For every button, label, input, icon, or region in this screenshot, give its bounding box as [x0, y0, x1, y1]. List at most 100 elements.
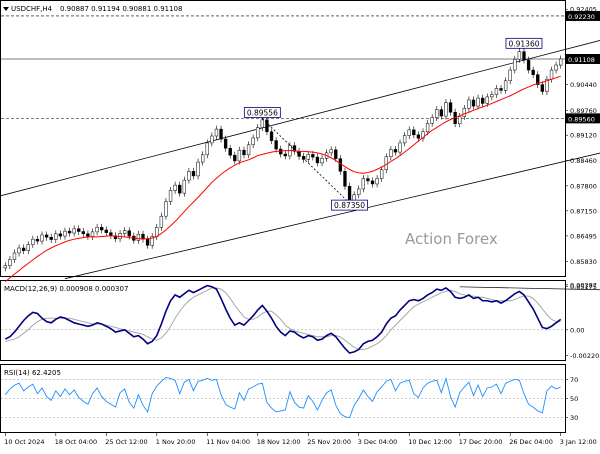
time-tick-label: 3 Jan 12:00 [560, 438, 597, 446]
candle-body [458, 116, 462, 124]
macd-tick-label: 0.00 [570, 326, 584, 334]
candle-body [476, 97, 480, 107]
time-tick-label: 18 Nov 12:00 [257, 438, 301, 446]
candle-body [159, 215, 164, 228]
candle-body [540, 84, 545, 92]
candle-body [214, 128, 219, 137]
candle-body [471, 99, 476, 107]
candle-body [219, 128, 223, 140]
candle-body [100, 227, 104, 231]
candle-body [425, 123, 430, 133]
candle-body [485, 96, 489, 104]
candle-body [448, 102, 453, 113]
candle-body [389, 149, 393, 157]
macd-layer: 0.00387 0.00 -0.002201 [1, 281, 600, 360]
time-tick-label: 17 Dec 20:00 [459, 438, 503, 446]
candle-body [536, 74, 540, 85]
moving-average-line [4, 75, 561, 283]
candle-body [155, 227, 159, 237]
candle-body [357, 188, 361, 195]
candle-body [44, 234, 49, 238]
macd-main-line [4, 284, 562, 354]
candle-body [329, 149, 333, 154]
candle-body [480, 97, 485, 104]
candle-body [164, 201, 168, 217]
candle-body [508, 69, 512, 82]
chart-header: USDCHF,H4 0.90887 0.91194 0.90881 0.9110… [3, 5, 182, 13]
candle-body [338, 158, 343, 172]
candle-body [196, 161, 200, 177]
candle-body [49, 237, 53, 240]
candle-body [283, 153, 287, 157]
price-tick-label: 0.86495 [570, 232, 597, 240]
candle-body [12, 252, 17, 260]
candle-body [517, 51, 522, 60]
candle-body [251, 137, 255, 146]
symbol-dropdown-icon[interactable] [3, 7, 9, 11]
price-tick-label: 0.87150 [570, 207, 597, 215]
candle-body [444, 102, 448, 117]
candle-body [347, 186, 352, 202]
price-level-tag [566, 10, 600, 21]
candle-body [168, 190, 173, 202]
candle-body [503, 80, 508, 91]
ohlc-label: 0.90887 0.91194 0.90881 0.91108 [60, 5, 182, 13]
candle-body [526, 59, 531, 71]
axis-layer: 0.924050.922300.911080.904400.897600.895… [4, 6, 600, 446]
price-tick-label: 0.92405 [570, 6, 597, 14]
candle-body [17, 247, 21, 254]
candle-body [191, 171, 196, 177]
candle-body [67, 230, 72, 234]
candle-body [31, 238, 35, 245]
rsi-line [4, 376, 561, 419]
channel-lower-line [64, 152, 600, 280]
price-level-tag [566, 53, 600, 64]
candle-body [246, 144, 251, 156]
candle-body [90, 231, 95, 237]
watermark: Action Forex [405, 230, 498, 248]
candle-body [513, 59, 517, 71]
candle-body [292, 145, 297, 152]
price-panel-frame [0, 0, 566, 277]
candle-body [522, 51, 526, 61]
candle-body [256, 127, 260, 139]
time-tick-label: 10 Oct 2024 [4, 438, 44, 446]
price-level-tag-label: 0.91108 [568, 56, 595, 64]
candle-body [311, 154, 315, 158]
rsi-panel-title: RSI(14) 62.4205 [4, 369, 61, 377]
candle-body [81, 231, 86, 235]
candle-body [21, 247, 26, 251]
price-level-tag-label: 0.89560 [568, 115, 595, 123]
price-tick-label: 0.87800 [570, 182, 597, 190]
candle-body [35, 238, 40, 242]
candle-body [467, 99, 471, 109]
candle-body [545, 78, 549, 92]
candle-body [178, 184, 182, 194]
rsi-tick-label: 70 [570, 376, 578, 384]
price-level-tag [566, 113, 600, 124]
candle-body [549, 69, 554, 80]
candle-body [210, 135, 214, 144]
zigzag-line [262, 118, 350, 204]
rsi-tick-label: 30 [570, 414, 578, 422]
candle-body [242, 149, 246, 156]
candle-body [320, 158, 324, 164]
price-annotation-box [505, 37, 543, 49]
candle-body [182, 179, 186, 194]
time-tick-label: 11 Nov 04:00 [206, 438, 250, 446]
candle-body [173, 184, 177, 191]
candle-body [301, 156, 306, 160]
time-tick-label: 25 Oct 12:00 [105, 438, 147, 446]
candle-body [380, 169, 384, 179]
candle-body [398, 142, 402, 153]
price-annotation-label: 0.89556 [247, 109, 278, 118]
candle-body [205, 142, 209, 156]
candle-body [237, 149, 242, 162]
candle-body [86, 233, 90, 237]
price-annotation-box [331, 199, 368, 211]
candle-body [40, 234, 44, 242]
candle-body [375, 178, 379, 185]
channel-upper-line [0, 40, 600, 197]
macd-tick-label: -0.002201 [570, 352, 600, 360]
candle-body [58, 233, 63, 237]
